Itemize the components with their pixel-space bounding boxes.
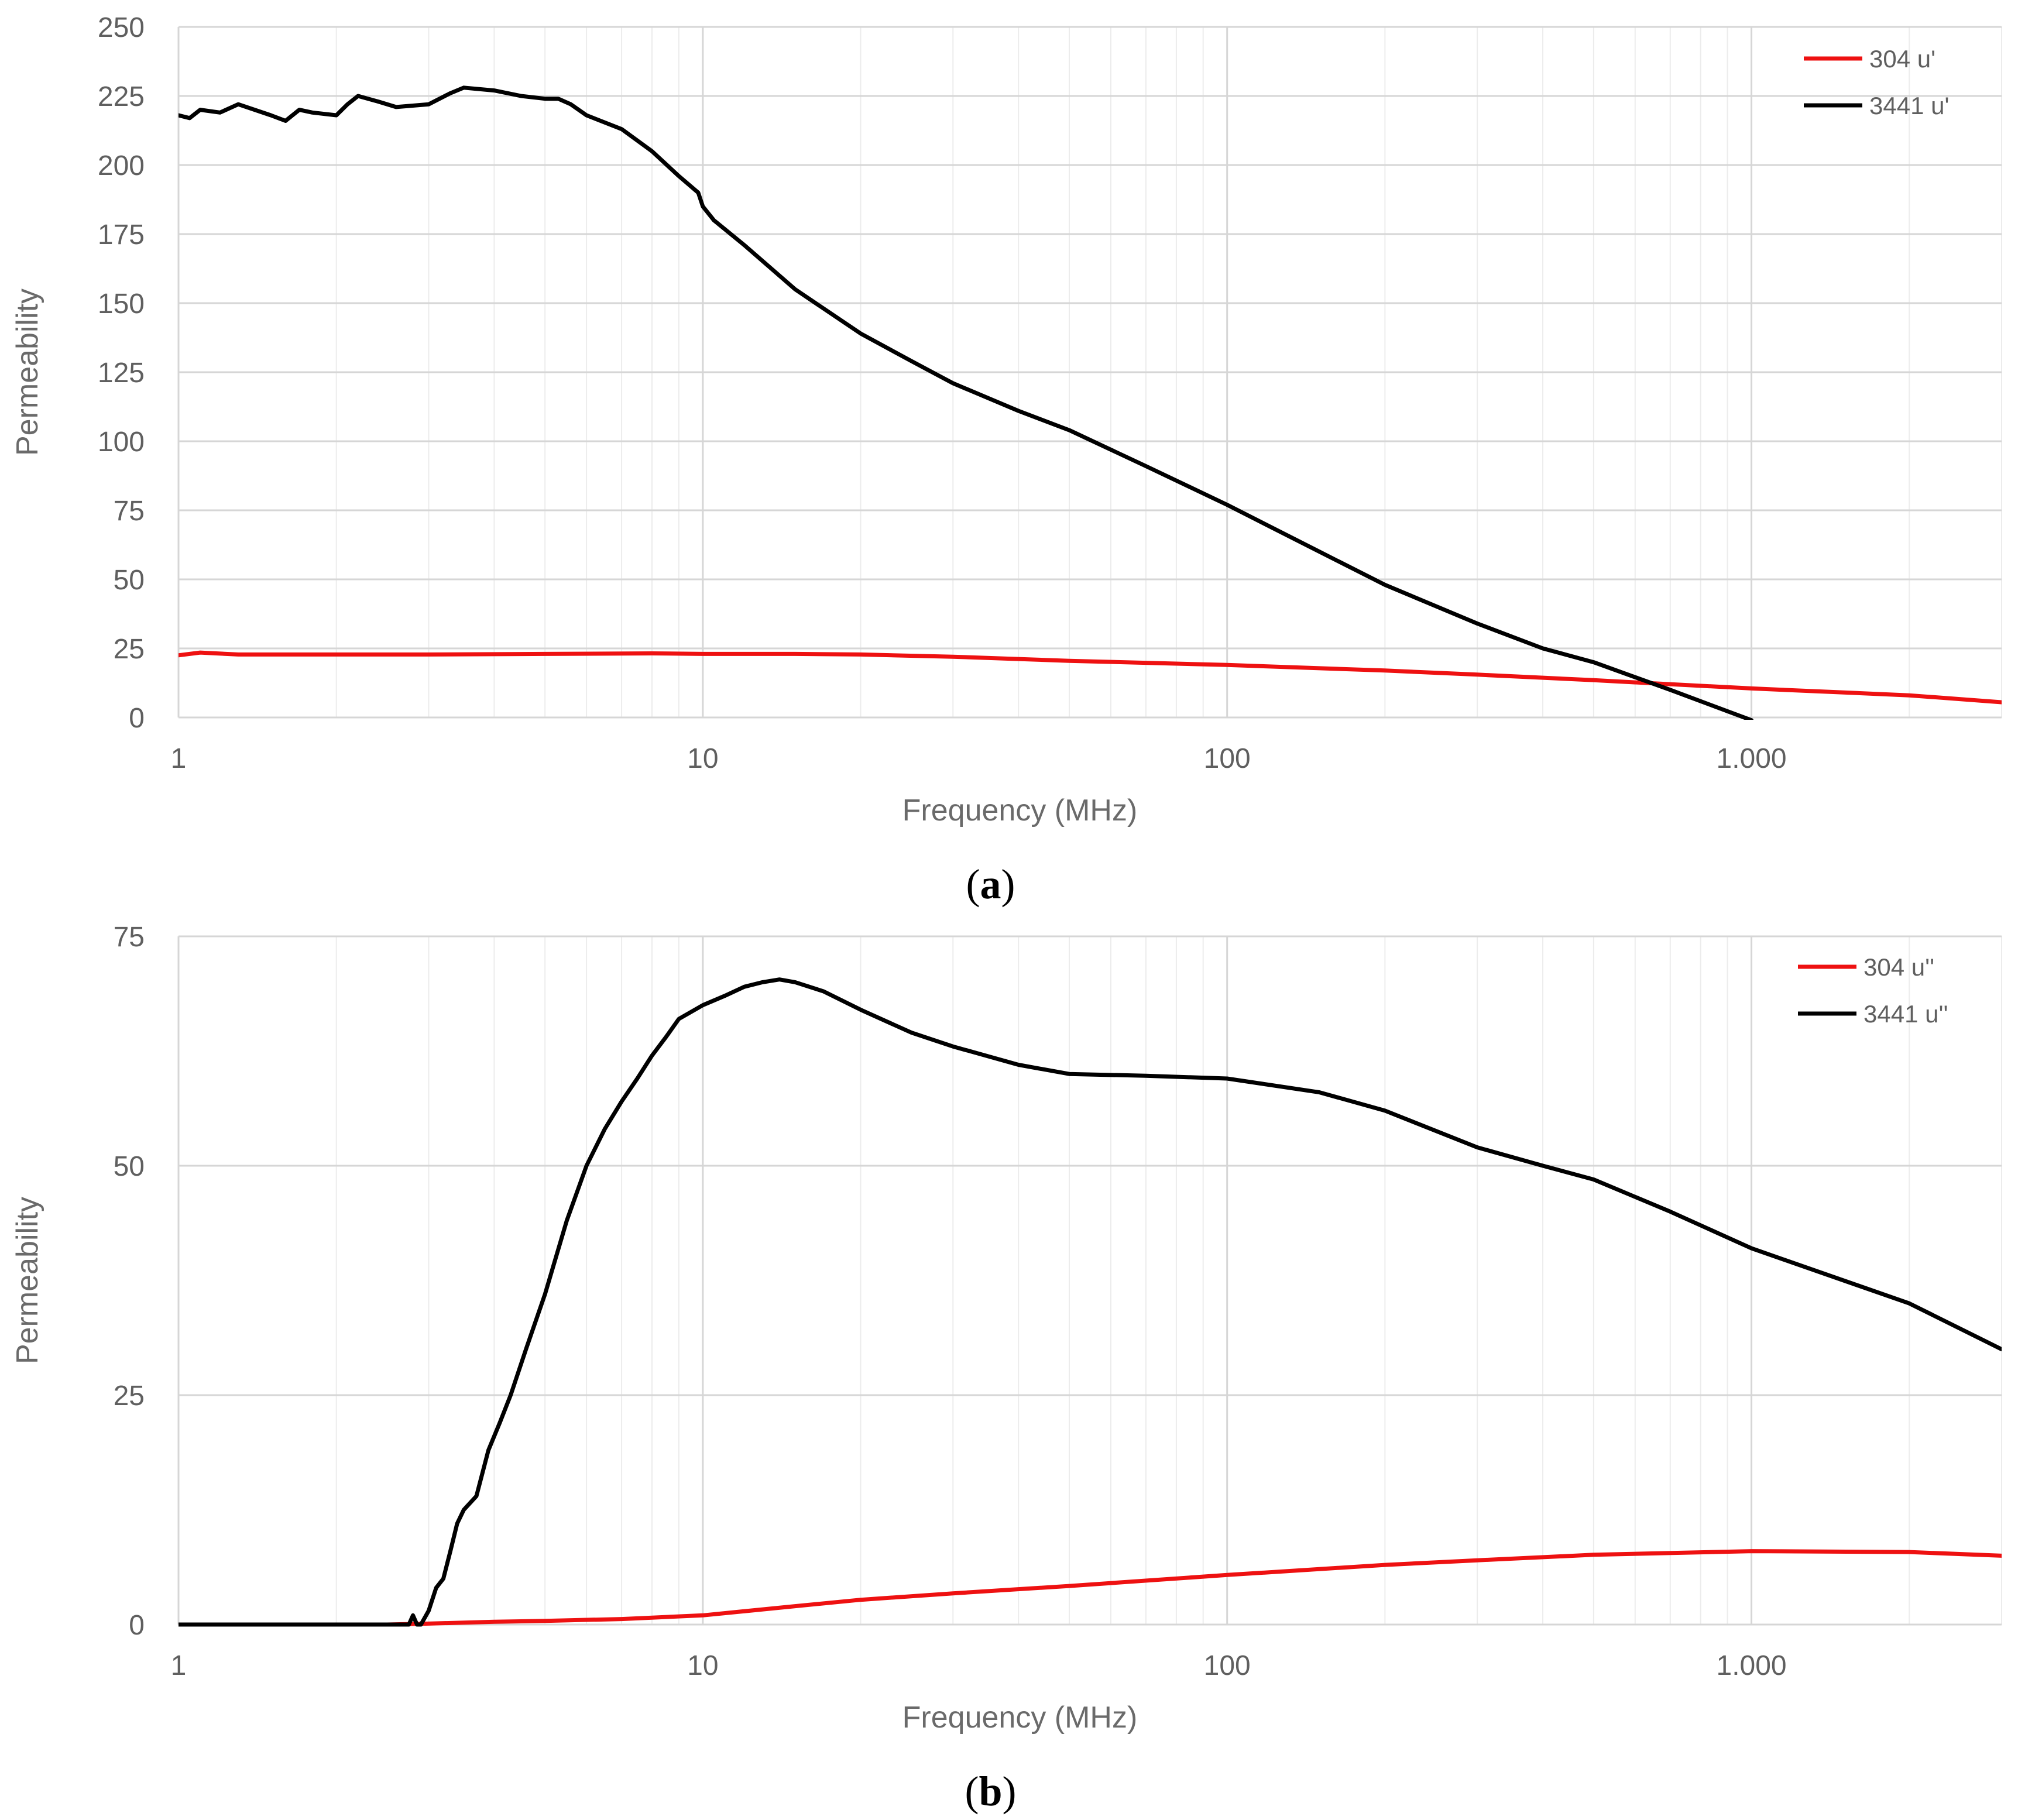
y-tick-label: 200 — [98, 150, 145, 181]
y-tick-label: 250 — [98, 12, 145, 43]
y-tick-label: 50 — [114, 1151, 145, 1182]
y-tick-label: 125 — [98, 358, 145, 389]
series-line-304 — [179, 650, 2002, 705]
series-line-3441 — [179, 85, 1754, 720]
y-tick-label: 175 — [98, 219, 145, 250]
chart-a: 0 25 50 75 100 125 150 175 200 225 250 1 10 100 1.000 F… — [11, 12, 2002, 908]
legend-label: 304 u'' — [1863, 953, 1934, 981]
x-tick-label: 10 — [687, 743, 718, 774]
y-tick-label: 0 — [129, 703, 145, 734]
y-tick-label: 100 — [98, 427, 145, 458]
x-tick-label: 100 — [1204, 1650, 1251, 1681]
x-tick-label: 1.000 — [1717, 1650, 1787, 1681]
series-line-304 — [261, 1549, 2002, 1627]
x-tick-label: 10 — [687, 1650, 718, 1681]
legend-label: 304 u' — [1869, 45, 1935, 73]
y-tick-label: 0 — [129, 1610, 145, 1641]
legend-label: 3441 u' — [1869, 92, 1949, 119]
legend-label: 3441 u'' — [1863, 1000, 1948, 1028]
y-axis-title: Permeability — [11, 1197, 44, 1364]
y-tick-label: 75 — [114, 922, 145, 953]
y-tick-label: 75 — [114, 496, 145, 527]
x-axis-title: Frequency (MHz) — [902, 794, 1138, 827]
chart-b: 0 25 50 75 1 10 100 1.000 Frequency (MHz) Permeab… — [11, 922, 2002, 1815]
y-axis-title: Permeability — [11, 289, 44, 456]
x-tick-label: 1.000 — [1717, 743, 1787, 774]
figure-caption: (a) — [966, 861, 1015, 908]
y-tick-label: 25 — [114, 634, 145, 665]
y-tick-label: 225 — [98, 81, 145, 112]
x-axis-title: Frequency (MHz) — [902, 1701, 1138, 1735]
x-tick-label: 1 — [171, 1650, 187, 1681]
y-tick-label: 150 — [98, 289, 145, 320]
x-tick-label: 1 — [171, 743, 187, 774]
series-line-3441 — [179, 977, 2002, 1627]
y-tick-label: 25 — [114, 1381, 145, 1412]
figure-caption: (b) — [965, 1768, 1016, 1815]
y-tick-label: 50 — [114, 565, 145, 596]
x-tick-label: 100 — [1204, 743, 1251, 774]
